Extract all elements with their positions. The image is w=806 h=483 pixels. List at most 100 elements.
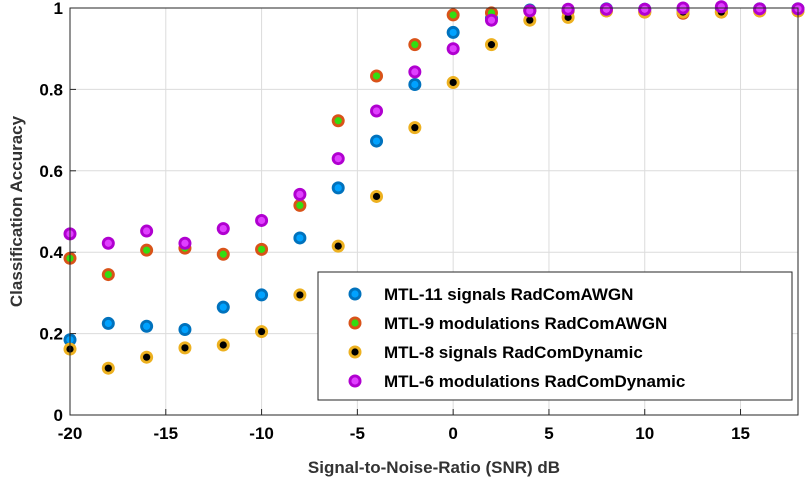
data-point-center	[334, 242, 342, 250]
y-tick-label: 0	[54, 406, 63, 425]
data-point	[178, 323, 192, 337]
y-axis-title: Classification Accuracy	[7, 115, 26, 307]
data-points	[63, 0, 805, 375]
x-tick-label: -20	[58, 424, 83, 443]
data-point-center	[411, 41, 419, 49]
data-point-center	[296, 190, 304, 199]
data-point	[561, 2, 575, 16]
data-point-center	[104, 239, 112, 247]
data-point-center	[372, 107, 381, 115]
data-point-center	[181, 239, 189, 247]
data-point	[216, 338, 230, 352]
x-tick-label: -15	[154, 424, 179, 443]
data-point	[140, 350, 154, 364]
data-point-center	[257, 291, 266, 299]
data-point	[446, 42, 460, 56]
data-point-center	[296, 201, 304, 209]
data-point-center	[296, 291, 304, 299]
legend-marker-center	[351, 290, 359, 298]
data-point-center	[219, 303, 227, 311]
x-tick-label: 5	[544, 424, 553, 443]
data-point-center	[641, 5, 649, 13]
y-tick-label: 1	[54, 0, 63, 18]
data-point	[140, 224, 154, 238]
data-point-center	[143, 353, 151, 361]
data-point	[331, 181, 345, 195]
data-point-center	[411, 80, 419, 89]
series-4	[63, 0, 805, 250]
data-point-center	[219, 341, 227, 349]
data-point	[140, 319, 154, 333]
data-point	[523, 4, 537, 18]
data-point-center	[104, 319, 112, 328]
plot-frame	[69, 7, 799, 416]
y-axis-ticks: 0 0.2 0.4 0.6 0.8 1	[39, 0, 76, 425]
legend-marker-center	[351, 377, 359, 385]
data-point	[370, 189, 384, 203]
data-point-center	[257, 216, 266, 225]
data-point-center	[143, 246, 151, 254]
legend-marker-center	[351, 348, 359, 356]
legend-item: MTL-11 signals RadComAWGN	[348, 285, 633, 304]
x-tick-label: -5	[350, 424, 365, 443]
data-point-center	[564, 13, 572, 21]
data-point-center	[334, 154, 342, 163]
legend-item: MTL-6 modulations RadComDynamic	[348, 372, 685, 391]
data-point	[101, 316, 115, 330]
data-point	[178, 341, 192, 355]
data-point	[255, 242, 269, 256]
y-tick-label: 0.8	[39, 80, 63, 99]
data-point	[484, 13, 498, 27]
data-point-center	[526, 7, 534, 15]
data-point-center	[104, 364, 112, 372]
legend-box	[317, 271, 793, 401]
legend-label: MTL-9 modulations RadComAWGN	[384, 314, 667, 333]
data-point	[331, 114, 345, 128]
data-point-center	[564, 5, 572, 13]
data-point	[370, 69, 384, 83]
data-point-center	[372, 192, 381, 201]
data-point-center	[334, 117, 342, 125]
data-point-center	[372, 137, 381, 145]
data-point-center	[181, 344, 189, 352]
data-point	[293, 231, 307, 245]
data-point-center	[449, 45, 457, 53]
data-point	[638, 2, 652, 16]
y-tick-label: 0.4	[39, 243, 63, 262]
data-point-center	[487, 16, 496, 24]
data-point-center	[181, 325, 189, 334]
data-point	[331, 239, 345, 253]
legend-marker-center	[351, 319, 359, 327]
data-point	[753, 2, 767, 16]
data-point-center	[257, 245, 266, 253]
data-point-center	[219, 224, 227, 233]
data-point	[101, 236, 115, 250]
data-point	[255, 288, 269, 302]
data-point	[370, 104, 384, 118]
x-axis-title: Signal-to-Noise-Ratio (SNR) dB	[308, 458, 560, 477]
data-point-center	[526, 16, 534, 24]
data-point	[408, 121, 422, 135]
data-point	[446, 75, 460, 89]
data-point-center	[257, 327, 266, 336]
data-point-center	[449, 28, 457, 37]
data-point	[216, 300, 230, 314]
data-point-center	[756, 5, 764, 13]
data-point	[370, 134, 384, 148]
data-point	[523, 13, 537, 27]
x-axis-ticks: -20 -15 -10 -5 0 5 10 15	[58, 409, 750, 443]
legend-item: MTL-9 modulations RadComAWGN	[348, 314, 667, 333]
data-point	[216, 222, 230, 236]
data-point-center	[334, 184, 342, 192]
data-point	[216, 247, 230, 261]
data-point-center	[449, 11, 457, 19]
data-point	[446, 25, 460, 39]
data-point-center	[487, 41, 496, 49]
data-point-center	[143, 322, 151, 330]
legend-label: MTL-11 signals RadComAWGN	[384, 285, 633, 304]
legend-label: MTL-8 signals RadComDynamic	[384, 343, 643, 362]
data-point-center	[219, 250, 227, 258]
legend: MTL-11 signals RadComAWGN MTL-9 modulatio…	[317, 271, 793, 401]
data-point	[255, 213, 269, 227]
